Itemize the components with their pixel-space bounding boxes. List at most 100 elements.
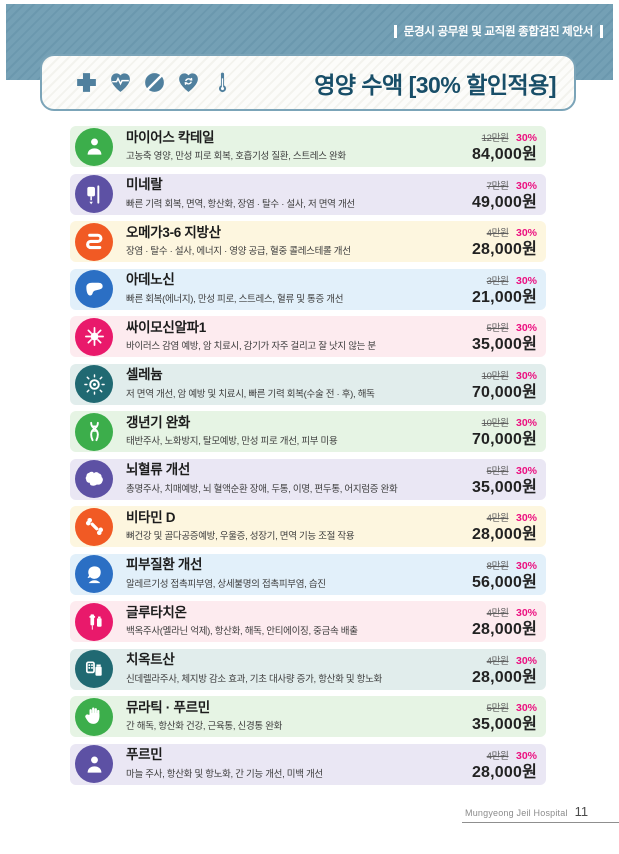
virus-icon bbox=[75, 317, 113, 356]
discount-rate: 30% bbox=[515, 749, 537, 762]
discount-rate: 30% bbox=[515, 512, 537, 525]
liver-icon bbox=[75, 270, 113, 308]
thermometer-icon bbox=[210, 70, 235, 95]
person-icon bbox=[75, 127, 113, 166]
treatment-name: 글루타치온 bbox=[126, 604, 187, 620]
price-block: 4만원 30% 28,000원 bbox=[472, 509, 537, 544]
dna-icon bbox=[75, 412, 113, 451]
treatment-name: 싸이모신알파1 bbox=[126, 319, 206, 335]
treatment-row: 치옥트산 신데렐라주사, 체지방 감소 효과, 기초 대사량 증가, 항산화 및… bbox=[70, 648, 546, 690]
price-block: 4만원 30% 28,000원 bbox=[472, 652, 537, 687]
treatment-row: 피부질환 개선 알레르기성 접촉피부염, 상세불명의 접촉피부염, 습진 8만원… bbox=[70, 553, 546, 595]
cell-icon bbox=[75, 365, 113, 403]
heart-pulse-icon bbox=[108, 70, 133, 95]
footer-hospital-name: Mungyeong Jeil Hospital bbox=[465, 808, 568, 818]
treatment-description: 바이러스 감염 예방, 암 치료시, 감기가 자주 걸리고 잘 낫지 않는 분 bbox=[126, 341, 376, 353]
discounted-price: 35,000원 bbox=[471, 336, 537, 353]
discounted-price: 28,000원 bbox=[471, 621, 537, 638]
price-block: 3만원 30% 21,000원 bbox=[472, 272, 537, 307]
discount-rate: 30% bbox=[515, 464, 537, 477]
discount-rate: 30% bbox=[515, 369, 537, 382]
discount-rate: 30% bbox=[515, 132, 537, 145]
original-price: 7만원 bbox=[486, 180, 509, 192]
treatment-row: 뮤라틱 · 푸르민 간 해독, 항산화 건강, 근육통, 신경통 완화 5만원 … bbox=[70, 696, 546, 737]
price-block: 5만원 30% 35,000원 bbox=[472, 319, 537, 354]
price-block: 10만원 30% 70,000원 bbox=[472, 367, 537, 402]
treatment-description: 백옥주사(멜라닌 억제), 항산화, 해독, 안티에이징, 중금속 배출 bbox=[126, 626, 358, 638]
pills-icon bbox=[75, 650, 113, 688]
original-price: 5만원 bbox=[486, 465, 509, 477]
original-price: 10만원 bbox=[481, 370, 509, 382]
treatment-name: 갱년기 완화 bbox=[126, 414, 191, 430]
treatment-row: 뇌혈류 개선 총명주사, 치매예방, 뇌 혈액순환 장애, 두통, 이명, 편두… bbox=[70, 458, 546, 500]
discounted-price: 28,000원 bbox=[471, 668, 537, 686]
discounted-price: 56,000원 bbox=[471, 573, 537, 591]
price-block: 12만원 30% 84,000원 bbox=[472, 129, 537, 164]
treatment-row: 푸르민 마늘 주사, 항산화 및 항노화, 간 기능 개선, 미백 개선 4만원… bbox=[70, 743, 546, 785]
original-price: 5만원 bbox=[486, 323, 509, 335]
discounted-price: 49,000원 bbox=[471, 193, 537, 211]
treatment-row: 싸이모신알파1 바이러스 감염 예방, 암 치료시, 감기가 자주 걸리고 잘 … bbox=[70, 316, 546, 357]
hand-icon bbox=[75, 697, 113, 736]
treatment-description: 태반주사, 노화방지, 탈모예방, 만성 피로 개선, 피부 미용 bbox=[126, 436, 338, 448]
discounted-price: 28,000원 bbox=[471, 526, 537, 543]
discounted-price: 84,000원 bbox=[471, 146, 537, 163]
header-tag-bar-right bbox=[600, 24, 603, 38]
discount-rate: 30% bbox=[515, 417, 537, 430]
treatment-description: 간 해독, 항산화 건강, 근육통, 신경통 완화 bbox=[126, 721, 283, 733]
treatment-row: 글루타치온 백옥주사(멜라닌 억제), 항산화, 해독, 안티에이징, 중금속 … bbox=[70, 601, 546, 642]
person-icon bbox=[75, 745, 113, 783]
original-price: 12만원 bbox=[481, 133, 509, 145]
treatment-description: 고농축 영양, 만성 피로 회복, 호흡기성 질환, 스트레스 완화 bbox=[126, 151, 346, 163]
title-panel-icons bbox=[74, 70, 235, 95]
treatment-row: 미네랄 빠른 기력 회복, 면역, 항산화, 장염 · 탈수 · 설사, 저 면… bbox=[70, 173, 546, 215]
treatment-description: 빠른 기력 회복, 면역, 항산화, 장염 · 탈수 · 설사, 저 면역 개선 bbox=[126, 198, 355, 210]
treatment-name: 오메가3-6 지방산 bbox=[126, 224, 221, 240]
original-price: 4만원 bbox=[486, 655, 509, 667]
footer-divider bbox=[462, 822, 619, 823]
discount-rate: 30% bbox=[515, 607, 537, 620]
treatment-row: 셀레늄 저 면역 개선, 암 예방 및 치료시, 빠른 기력 회복(수술 전 ·… bbox=[70, 363, 546, 405]
treatment-row: 마이어스 칵테일 고농축 영양, 만성 피로 회복, 호흡기성 질환, 스트레스… bbox=[70, 126, 546, 167]
brain-icon bbox=[75, 460, 113, 498]
pill-icon bbox=[142, 70, 167, 95]
original-price: 4만원 bbox=[486, 608, 509, 620]
discount-rate: 30% bbox=[515, 322, 537, 335]
treatment-description: 신데렐라주사, 체지방 감소 효과, 기초 대사량 증가, 항산화 및 항노화 bbox=[126, 673, 382, 685]
price-block: 7만원 30% 49,000원 bbox=[472, 177, 537, 212]
original-price: 4만원 bbox=[486, 750, 509, 762]
original-price: 3만원 bbox=[486, 275, 509, 287]
treatment-name: 셀레늄 bbox=[126, 367, 163, 383]
footer: Mungyeong Jeil Hospital 11 bbox=[465, 804, 588, 819]
price-block: 5만원 30% 35,000원 bbox=[472, 699, 537, 734]
discount-rate: 30% bbox=[515, 179, 537, 192]
price-block: 5만원 30% 35,000원 bbox=[472, 462, 537, 497]
discounted-price: 35,000원 bbox=[471, 716, 537, 733]
bone-joint-icon bbox=[75, 507, 113, 546]
header-tag-text: 문경시 공무원 및 교직원 종합검진 제안서 bbox=[403, 26, 594, 38]
treatment-row: 갱년기 완화 태반주사, 노화방지, 탈모예방, 만성 피로 개선, 피부 미용… bbox=[70, 411, 546, 452]
medical-cross-icon bbox=[74, 70, 99, 95]
treatment-row: 오메가3-6 지방산 장염 · 탈수 · 설사, 에너지 · 영양 공급, 혈중… bbox=[70, 221, 546, 262]
original-price: 8만원 bbox=[486, 560, 509, 572]
syringe-icon bbox=[75, 602, 113, 641]
header-tag-bar-left bbox=[393, 24, 397, 38]
treatment-description: 뼈건강 및 골다공증예방, 우울증, 성장기, 면역 기능 조절 작용 bbox=[126, 531, 355, 543]
discount-rate: 30% bbox=[515, 654, 537, 667]
heart-refresh-icon bbox=[176, 70, 201, 95]
price-block: 4만원 30% 28,000원 bbox=[472, 224, 537, 259]
treatment-name: 마이어스 칵테일 bbox=[126, 129, 215, 145]
title-panel: 영양 수액 [30% 할인적용] bbox=[40, 54, 576, 111]
discounted-price: 28,000원 bbox=[471, 763, 537, 781]
discount-rate: 30% bbox=[515, 227, 537, 240]
treatment-description: 빠른 회복(에너지), 만성 피로, 스트레스, 혈류 및 통증 개선 bbox=[126, 293, 344, 305]
treatment-description: 장염 · 탈수 · 설사, 에너지 · 영양 공급, 혈중 콜레스테롤 개선 bbox=[126, 246, 351, 258]
treatment-name: 뮤라틱 · 푸르민 bbox=[126, 699, 210, 715]
discounted-price: 35,000원 bbox=[471, 478, 537, 496]
original-price: 4만원 bbox=[486, 513, 509, 525]
header-tag: 문경시 공무원 및 교직원 종합검진 제안서 bbox=[393, 23, 603, 39]
treatment-row: 아데노신 빠른 회복(에너지), 만성 피로, 스트레스, 혈류 및 통증 개선… bbox=[70, 268, 546, 310]
treatment-description: 총명주사, 치매예방, 뇌 혈액순환 장애, 두통, 이명, 편두통, 어지럼증… bbox=[126, 483, 398, 495]
footer-page-number: 11 bbox=[574, 804, 589, 819]
treatment-description: 알레르기성 접촉피부염, 상세불명의 접촉피부염, 습진 bbox=[126, 578, 326, 590]
